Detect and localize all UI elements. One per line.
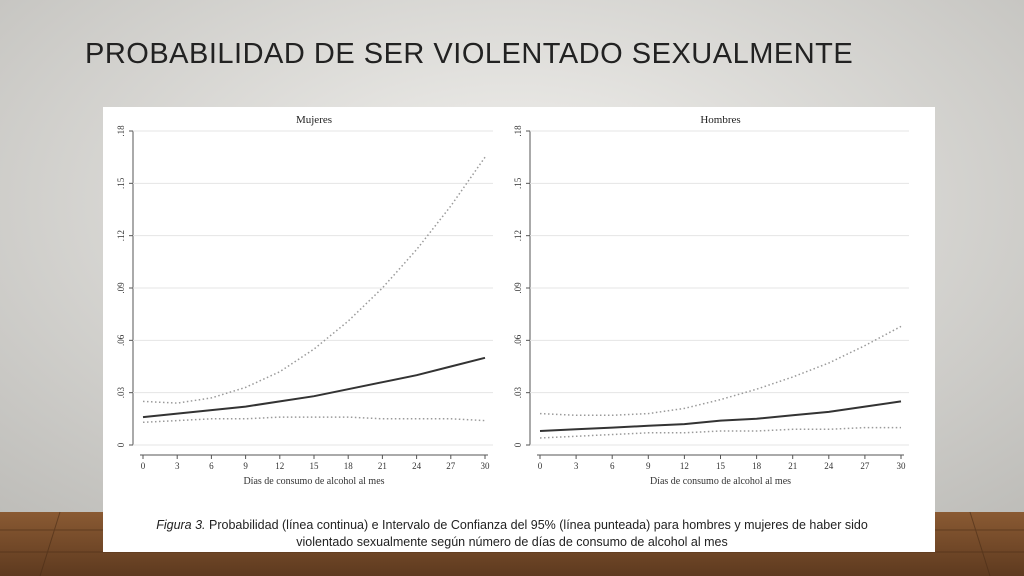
x-tick-label: 27: [860, 461, 870, 471]
x-tick-label: 9: [646, 461, 651, 471]
x-tick-label: 24: [824, 461, 834, 471]
confidence-line: [539, 426, 901, 439]
x-tick-label: 12: [680, 461, 689, 471]
x-tick-label: 30: [897, 461, 907, 471]
caption-label: Figura 3.: [156, 518, 205, 532]
x-tick-label: 21: [378, 461, 387, 471]
y-tick-label: .03: [116, 387, 126, 399]
charts: Mujeres 0 .03 .06 .09 .12 .15 .18 0 3 6 9 12 15 18 21 24…: [116, 114, 909, 487]
x-tick-label: 30: [481, 461, 491, 471]
x-tick-label: 18: [752, 461, 762, 471]
x-tick-label: 0: [538, 461, 543, 471]
x-tick-label: 18: [344, 461, 354, 471]
x-tick-label: 3: [175, 461, 180, 471]
caption-line: Figura 3. Probabilidad (línea continua) …: [156, 518, 868, 532]
x-tick-label: 6: [610, 461, 615, 471]
y-tick-label: .15: [116, 177, 126, 189]
confidence-line: [142, 156, 486, 404]
chart-title: Mujeres: [296, 114, 332, 126]
y-tick-label: .12: [513, 230, 523, 241]
x-tick-label: 15: [716, 461, 726, 471]
y-tick-label: .06: [116, 334, 126, 346]
probability-line: [539, 400, 902, 432]
x-tick-label: 6: [209, 461, 214, 471]
x-tick-label: 9: [243, 461, 248, 471]
x-tick-label: 3: [574, 461, 579, 471]
y-tick-label: .18: [116, 125, 126, 137]
y-tick-label: .09: [513, 282, 523, 294]
y-tick-label: 0: [116, 442, 126, 447]
x-tick-label: 24: [412, 461, 422, 471]
caption-text: Probabilidad (línea continua) e Interval…: [209, 518, 868, 532]
y-tick-label: .09: [116, 282, 126, 294]
y-tick-label: .06: [513, 334, 523, 346]
y-tick-label: .15: [513, 177, 523, 189]
x-tick-label: 15: [310, 461, 320, 471]
x-tick-label: 27: [446, 461, 456, 471]
figure-panel: [103, 107, 935, 552]
caption-line: violentado sexualmente según número de d…: [296, 535, 728, 549]
x-tick-label: 21: [788, 461, 797, 471]
y-tick-label: .12: [116, 230, 126, 241]
x-tick-label: 12: [275, 461, 284, 471]
confidence-line: [142, 416, 486, 424]
x-axis-label: Días de consumo de alcohol al mes: [243, 476, 384, 487]
probability-line: [142, 356, 486, 419]
slide-title: PROBABILIDAD DE SER VIOLENTADO SEXUALMEN…: [85, 38, 853, 70]
confidence-line: [539, 325, 902, 417]
x-axis-label: Días de consumo de alcohol al mes: [650, 476, 791, 487]
x-tick-label: 0: [141, 461, 146, 471]
y-tick-label: .18: [513, 125, 523, 137]
y-tick-label: .03: [513, 387, 523, 399]
y-tick-label: 0: [513, 442, 523, 447]
chart-title: Hombres: [700, 114, 740, 126]
